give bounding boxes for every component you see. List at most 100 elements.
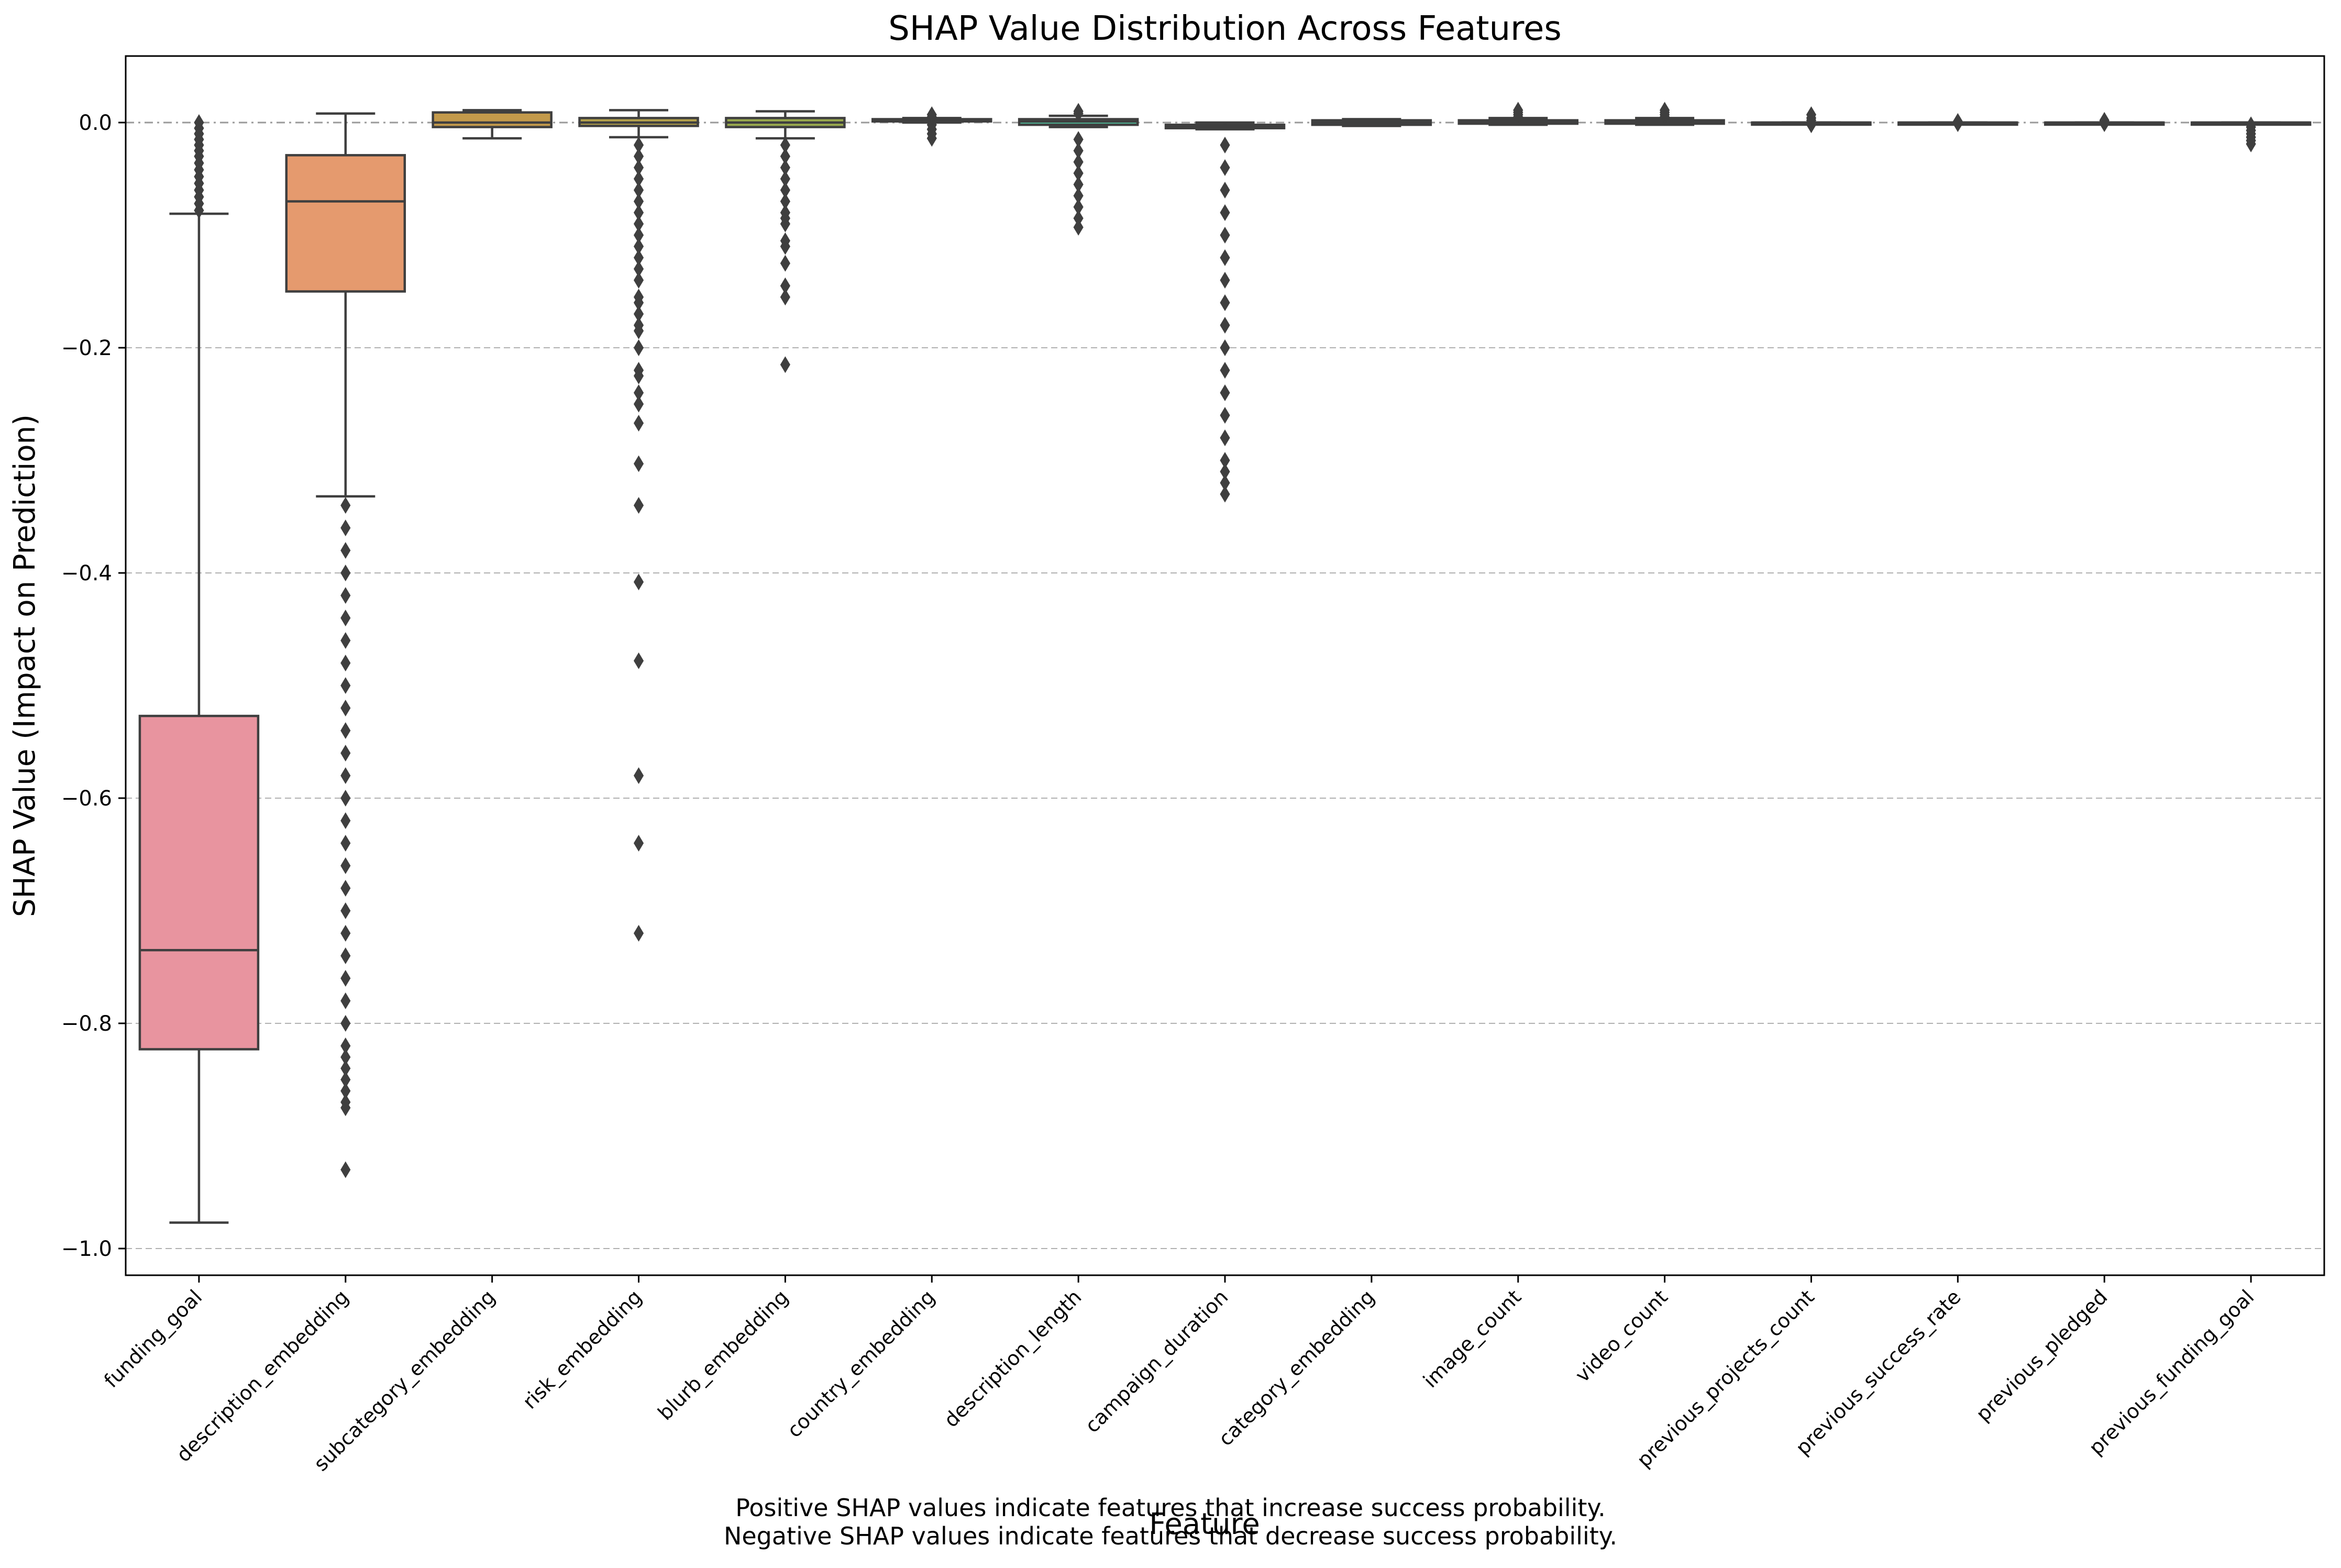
note-positive: Positive SHAP values indicate features t… xyxy=(735,1494,1606,1522)
outlier-point xyxy=(340,655,351,671)
outlier-point xyxy=(340,1048,351,1066)
box-iqr xyxy=(285,154,406,293)
outlier-point xyxy=(780,148,790,165)
outlier-point xyxy=(633,159,644,176)
outlier-point xyxy=(340,745,351,761)
outlier-point xyxy=(633,305,644,323)
outlier-point xyxy=(633,767,644,784)
outlier-point xyxy=(1220,452,1230,469)
outlier-point xyxy=(340,497,351,514)
outlier-point xyxy=(1220,317,1230,334)
outlier-point xyxy=(340,722,351,739)
outlier-point xyxy=(926,106,937,123)
outlier-point xyxy=(340,1071,351,1088)
y-tick-label: −0.6 xyxy=(61,787,112,811)
outlier-point xyxy=(340,835,351,852)
outlier-point xyxy=(340,790,351,807)
outlier-point xyxy=(340,925,351,942)
outlier-point xyxy=(633,362,644,379)
y-tick-label: −0.2 xyxy=(61,336,112,360)
outlier-point xyxy=(633,193,644,210)
box-plot-description_length xyxy=(1018,103,1139,236)
outlier-point xyxy=(780,356,790,373)
box-iqr xyxy=(432,111,553,128)
outlier-point xyxy=(340,992,351,1009)
outlier-point xyxy=(780,255,790,272)
outlier-point xyxy=(780,137,790,153)
outlier-point xyxy=(633,249,644,266)
outlier-point xyxy=(1220,485,1230,503)
y-tick-label: −1.0 xyxy=(61,1237,112,1261)
outlier-point xyxy=(1513,102,1523,119)
outlier-point xyxy=(1220,204,1230,221)
outlier-point xyxy=(1073,198,1084,216)
outlier-point xyxy=(1220,429,1230,446)
outlier-point xyxy=(633,415,644,432)
outlier-point xyxy=(340,812,351,829)
box-plot-video_count xyxy=(1604,102,1725,126)
outlier-point xyxy=(633,260,644,278)
outlier-point xyxy=(340,857,351,874)
outlier-point xyxy=(633,395,644,413)
note-negative: Negative SHAP values indicate features t… xyxy=(723,1522,1618,1550)
outlier-point xyxy=(340,520,351,536)
outlier-point xyxy=(633,215,644,233)
outlier-point xyxy=(1220,249,1230,266)
outlier-point xyxy=(1220,272,1230,289)
outlier-point xyxy=(1220,137,1230,153)
outlier-point xyxy=(340,677,351,694)
outlier-point xyxy=(1220,474,1230,491)
outlier-point xyxy=(633,573,644,591)
x-axis-label: Feature xyxy=(1149,1507,1260,1541)
outlier-point xyxy=(633,835,644,852)
outlier-point xyxy=(633,170,644,187)
outlier-point xyxy=(633,652,644,669)
outlier-point xyxy=(340,1083,351,1099)
outlier-point xyxy=(1220,384,1230,401)
outlier-point xyxy=(1220,182,1230,198)
outlier-point xyxy=(340,542,351,559)
outlier-point xyxy=(340,947,351,964)
box-plot-funding_goal xyxy=(138,114,260,1224)
outlier-point xyxy=(633,317,644,334)
outlier-point xyxy=(2246,116,2256,134)
outlier-point xyxy=(1220,463,1230,480)
outlier-point xyxy=(780,232,790,249)
outlier-point xyxy=(1073,164,1084,182)
outlier-point xyxy=(633,137,644,153)
outlier-point xyxy=(1660,102,1670,119)
outlier-point xyxy=(340,565,351,581)
box-plot-previous_projects_count xyxy=(1751,106,1872,134)
outlier-point xyxy=(340,1060,351,1077)
outlier-point xyxy=(633,148,644,165)
outlier-point xyxy=(633,227,644,244)
y-tick-label: 0.0 xyxy=(79,111,112,135)
outlier-point xyxy=(633,182,644,198)
outlier-point xyxy=(633,272,644,289)
outlier-point xyxy=(1073,218,1084,236)
outlier-point xyxy=(1073,187,1084,204)
outlier-point xyxy=(780,289,790,306)
outlier-point xyxy=(780,182,790,198)
box-plot-blurb_embedding xyxy=(725,110,846,373)
outlier-point xyxy=(1220,227,1230,244)
box-plot-previous_success_rate xyxy=(1897,113,2018,132)
outlier-point xyxy=(1073,142,1084,159)
outlier-point xyxy=(340,767,351,784)
outlier-point xyxy=(340,587,351,604)
outlier-point xyxy=(1806,106,1817,123)
outlier-point xyxy=(1073,153,1084,171)
box-plot-previous_pledged xyxy=(2044,112,2165,132)
box-plot-risk_embedding xyxy=(578,109,699,942)
outlier-point xyxy=(340,1037,351,1054)
outlier-point xyxy=(780,159,790,176)
outlier-point xyxy=(1220,339,1230,356)
outlier-point xyxy=(1220,159,1230,176)
outlier-point xyxy=(1220,407,1230,424)
outlier-point xyxy=(340,610,351,626)
outlier-point xyxy=(340,700,351,716)
outlier-point xyxy=(340,970,351,987)
outlier-point xyxy=(1952,113,1963,130)
outlier-point xyxy=(1073,131,1084,148)
